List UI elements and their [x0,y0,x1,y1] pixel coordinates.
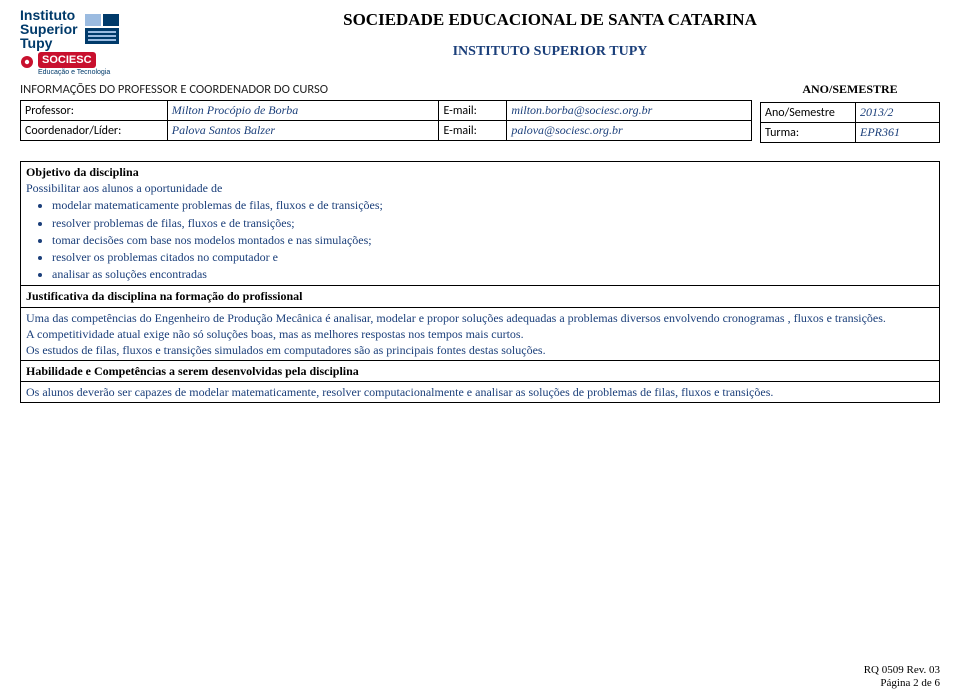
objetivo-head: Objetivo da disciplina [26,164,934,180]
info-row-turma: Turma: EPR361 [761,123,940,143]
info-section-title: INFORMAÇÕES DO PROFESSOR E COORDENADOR D… [20,82,752,97]
coord-label: Coordenador/Líder: [21,121,168,141]
tupy-logo-icon [82,8,124,50]
ano-semestre-label: ANO/SEMESTRE [760,82,940,99]
justificativa-p2: A competitividade atual exige não só sol… [26,326,934,342]
bullet-item: analisar as soluções encontradas [52,266,934,282]
logo-line1: Instituto [20,8,78,22]
logo-text: Instituto Superior Tupy [20,8,78,50]
page-header: Instituto Superior Tupy [0,0,960,80]
bullet-item: resolver os problemas citados no computa… [52,249,934,265]
logo-block: Instituto Superior Tupy [20,8,160,76]
info-right: ANO/SEMESTRE Ano/Semestre 2013/2 Turma: … [760,82,940,143]
prof-email: milton.borba@sociesc.org.br [507,101,752,121]
info-row-anosem: Ano/Semestre 2013/2 [761,103,940,123]
row-objetivo: Objetivo da disciplina Possibilitar aos … [21,162,940,286]
email-label-2: E-mail: [439,121,507,141]
row-habilidade-head: Habilidade e Competências a serem desenv… [21,361,940,382]
email-label-1: E-mail: [439,101,507,121]
justificativa-head: Justificativa da disciplina na formação … [21,286,940,307]
bullet-item: modelar matematicamente problemas de fil… [52,197,934,213]
sociesc-sub: Educação e Tecnologia [38,69,110,76]
anosem-label: Ano/Semestre [761,103,856,123]
prof-label: Professor: [21,101,168,121]
info-table-right: Ano/Semestre 2013/2 Turma: EPR361 [760,102,940,143]
row-justificativa-head: Justificativa da disciplina na formação … [21,286,940,307]
content-area: Objetivo da disciplina Possibilitar aos … [0,147,960,403]
habilidade-body: Os alunos deverão ser capazes de modelar… [21,382,940,403]
info-row-coord: Coordenador/Líder: Palova Santos Balzer … [21,121,752,141]
logo-line3: Tupy [20,36,78,50]
bullet-item: resolver problemas de filas, fluxos e de… [52,215,934,231]
content-table: Objetivo da disciplina Possibilitar aos … [20,161,940,403]
justificativa-p3: Os estudos de filas, fluxos e transições… [26,342,934,358]
habilidade-head: Habilidade e Competências a serem desenv… [21,361,940,382]
footer-line1: RQ 0509 Rev. 03 [864,664,940,677]
inst-title: INSTITUTO SUPERIOR TUPY [160,44,940,60]
footer-line2: Página 2 de 6 [864,677,940,690]
bullet-item: tomar decisões com base nos modelos mont… [52,232,934,248]
row-habilidade-body: Os alunos deverão ser capazes de modelar… [21,382,940,403]
org-title: SOCIEDADE EDUCACIONAL DE SANTA CATARINA [160,10,940,30]
sociesc-text: SOCIESC Educação e Tecnologia [38,52,110,76]
info-band: INFORMAÇÕES DO PROFESSOR E COORDENADOR D… [0,80,960,147]
turma-val: EPR361 [856,123,940,143]
objetivo-bullets: modelar matematicamente problemas de fil… [26,197,934,282]
coord-name: Palova Santos Balzer [167,121,439,141]
objetivo-intro: Possibilitar aos alunos a oportunidade d… [26,180,934,196]
logo-line2: Superior [20,22,78,36]
justificativa-p1: Uma das competências do Engenheiro de Pr… [26,310,934,326]
info-left: INFORMAÇÕES DO PROFESSOR E COORDENADOR D… [20,82,752,143]
turma-label: Turma: [761,123,856,143]
header-titles: SOCIEDADE EDUCACIONAL DE SANTA CATARINA … [160,8,940,60]
page-footer: RQ 0509 Rev. 03 Página 2 de 6 [864,664,940,690]
sociesc-badge: SOCIESC [38,52,96,68]
sociesc-dot-icon [20,55,34,73]
anosem-val: 2013/2 [856,103,940,123]
row-justificativa-body: Uma das competências do Engenheiro de Pr… [21,307,940,361]
info-row-professor: Professor: Milton Procópio de Borba E-ma… [21,101,752,121]
prof-name: Milton Procópio de Borba [167,101,439,121]
coord-email: palova@sociesc.org.br [507,121,752,141]
justificativa-body: Uma das competências do Engenheiro de Pr… [21,307,940,361]
info-table-left: Professor: Milton Procópio de Borba E-ma… [20,100,752,141]
